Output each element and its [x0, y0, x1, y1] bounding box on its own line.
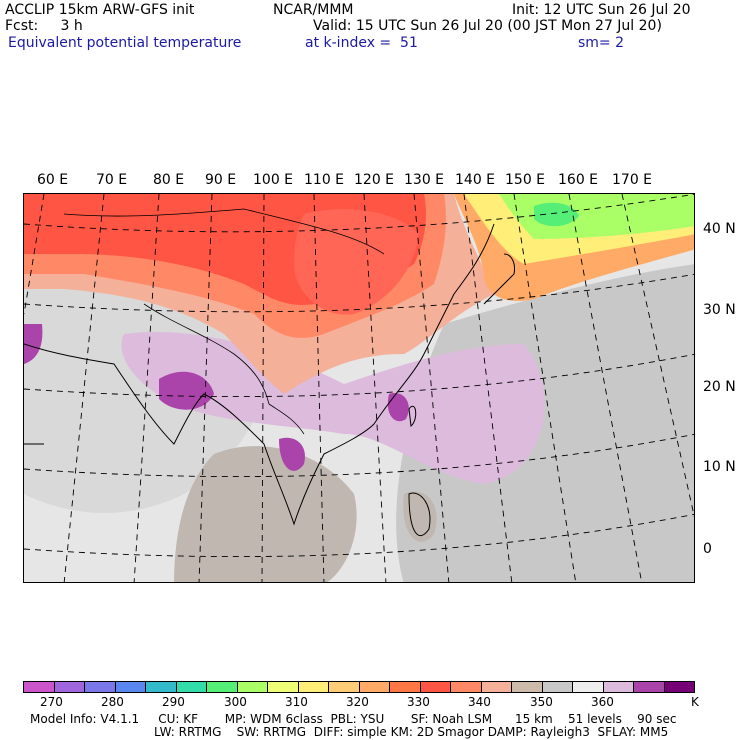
lat-label-40n: 40 N [703, 221, 736, 237]
colorbar-swatch-9 [298, 682, 329, 692]
red-core-china [294, 209, 419, 315]
lon-label-100e: 100 E [253, 172, 294, 188]
colorbar-swatch-13 [420, 682, 451, 692]
lat-label-20n: 20 N [703, 379, 736, 395]
lon-label-60e: 60 E [37, 172, 69, 188]
colorbar-swatch-19 [603, 682, 634, 692]
institution-label: NCAR/MMM [273, 2, 354, 18]
lon-label-140e: 140 E [455, 172, 496, 188]
level-index: at k-index = 51 [305, 35, 418, 51]
lon-label-160e: 160 E [558, 172, 599, 188]
colorbar-swatch-4 [146, 682, 177, 692]
colorbar [23, 681, 695, 693]
colorbar-swatch-20 [634, 682, 665, 692]
colorbar-label-280: 280 [101, 695, 124, 709]
colorbar-label-360: 360 [591, 695, 614, 709]
grey-region-pacific [396, 264, 694, 582]
lon-label-80e: 80 E [153, 172, 185, 188]
colorbar-swatch-10 [329, 682, 360, 692]
lon-label-110e: 110 E [304, 172, 345, 188]
lon-label-90e: 90 E [205, 172, 237, 188]
colorbar-swatch-0 [24, 682, 55, 692]
lon-label-170e: 170 E [612, 172, 653, 188]
colorbar-swatch-5 [176, 682, 207, 692]
lat-label-30n: 30 N [703, 302, 736, 318]
graticule [24, 194, 694, 582]
lon-label-70e: 70 E [96, 172, 128, 188]
smoothing: sm= 2 [578, 35, 625, 51]
colorbar-swatch-15 [481, 682, 512, 692]
coastlines [24, 223, 515, 536]
colorbar-swatch-2 [85, 682, 116, 692]
colorbar-label-350: 350 [530, 695, 553, 709]
colorbar-swatch-11 [359, 682, 390, 692]
init-time: Init: 12 UTC Sun 26 Jul 20 [512, 2, 691, 18]
theta-e-map [23, 193, 695, 583]
colorbar-swatch-17 [542, 682, 573, 692]
model-info-line1: Model Info: V4.1.1 CU: KF MP: WDM 6class… [30, 712, 677, 726]
lon-label-150e: 150 E [505, 172, 546, 188]
purple-core-taiwan [387, 393, 409, 422]
colorbar-swatch-21 [664, 682, 694, 692]
borders [63, 208, 385, 435]
colorbar-swatch-12 [390, 682, 421, 692]
run-title: ACCLIP 15km ARW-GFS init [5, 2, 195, 18]
colorbar-swatch-6 [207, 682, 238, 692]
colorbar-label-340: 340 [468, 695, 491, 709]
colorbar-swatch-7 [237, 682, 268, 692]
colorbar-label-330: 330 [407, 695, 430, 709]
lilac-band [121, 332, 545, 484]
lon-label-120e: 120 E [354, 172, 395, 188]
colorbar-label-310: 310 [285, 695, 308, 709]
colorbar-swatch-1 [54, 682, 85, 692]
map-canvas [24, 194, 694, 582]
purple-core-bay-of-bengal [159, 371, 214, 410]
lat-label-10n: 10 N [703, 459, 736, 475]
forecast-hour: Fcst: 3 h [5, 18, 83, 34]
colorbar-swatch-8 [268, 682, 299, 692]
colorbar-swatch-14 [451, 682, 482, 692]
lat-label-0: 0 [703, 541, 712, 557]
colorbar-label-290: 290 [162, 695, 185, 709]
colorbar-swatch-16 [512, 682, 543, 692]
colorbar-label-300: 300 [224, 695, 247, 709]
valid-time: Valid: 15 UTC Sun 26 Jul 20 (00 JST Mon … [313, 18, 662, 34]
lon-label-130e: 130 E [404, 172, 445, 188]
purple-core-west [24, 324, 43, 364]
colorbar-swatch-3 [115, 682, 146, 692]
model-info-line2: LW: RRTMG SW: RRTMG DIFF: simple KM: 2D … [154, 725, 669, 739]
colorbar-label-270: 270 [40, 695, 63, 709]
colorbar-label-320: 320 [346, 695, 369, 709]
green-core-ne [534, 202, 579, 227]
field-name: Equivalent potential temperature [8, 35, 242, 51]
colorbar-unit: K [691, 695, 699, 709]
colorbar-swatch-18 [573, 682, 604, 692]
purple-core-indochina [279, 437, 305, 471]
